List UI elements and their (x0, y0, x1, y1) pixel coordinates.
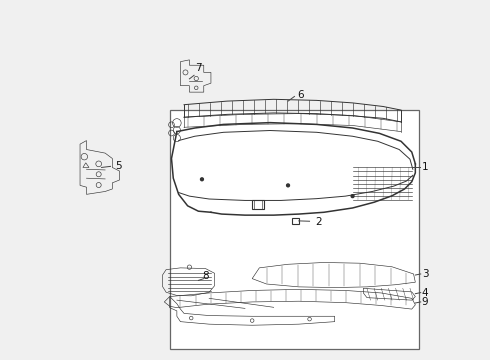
Text: 8: 8 (202, 271, 209, 281)
Circle shape (250, 319, 254, 322)
Text: 7: 7 (195, 63, 201, 73)
Text: 4: 4 (422, 288, 428, 298)
Text: 1: 1 (422, 162, 428, 172)
Circle shape (200, 178, 203, 181)
Bar (292, 218, 299, 224)
Circle shape (308, 318, 311, 321)
Circle shape (190, 316, 193, 320)
Circle shape (351, 195, 354, 198)
Text: 2: 2 (315, 217, 321, 226)
Text: 5: 5 (115, 161, 122, 171)
Text: 9: 9 (422, 297, 428, 307)
Text: 6: 6 (297, 90, 304, 100)
Circle shape (287, 184, 290, 187)
Bar (252, 200, 264, 209)
Bar (170, 110, 419, 348)
Text: 3: 3 (422, 269, 428, 279)
